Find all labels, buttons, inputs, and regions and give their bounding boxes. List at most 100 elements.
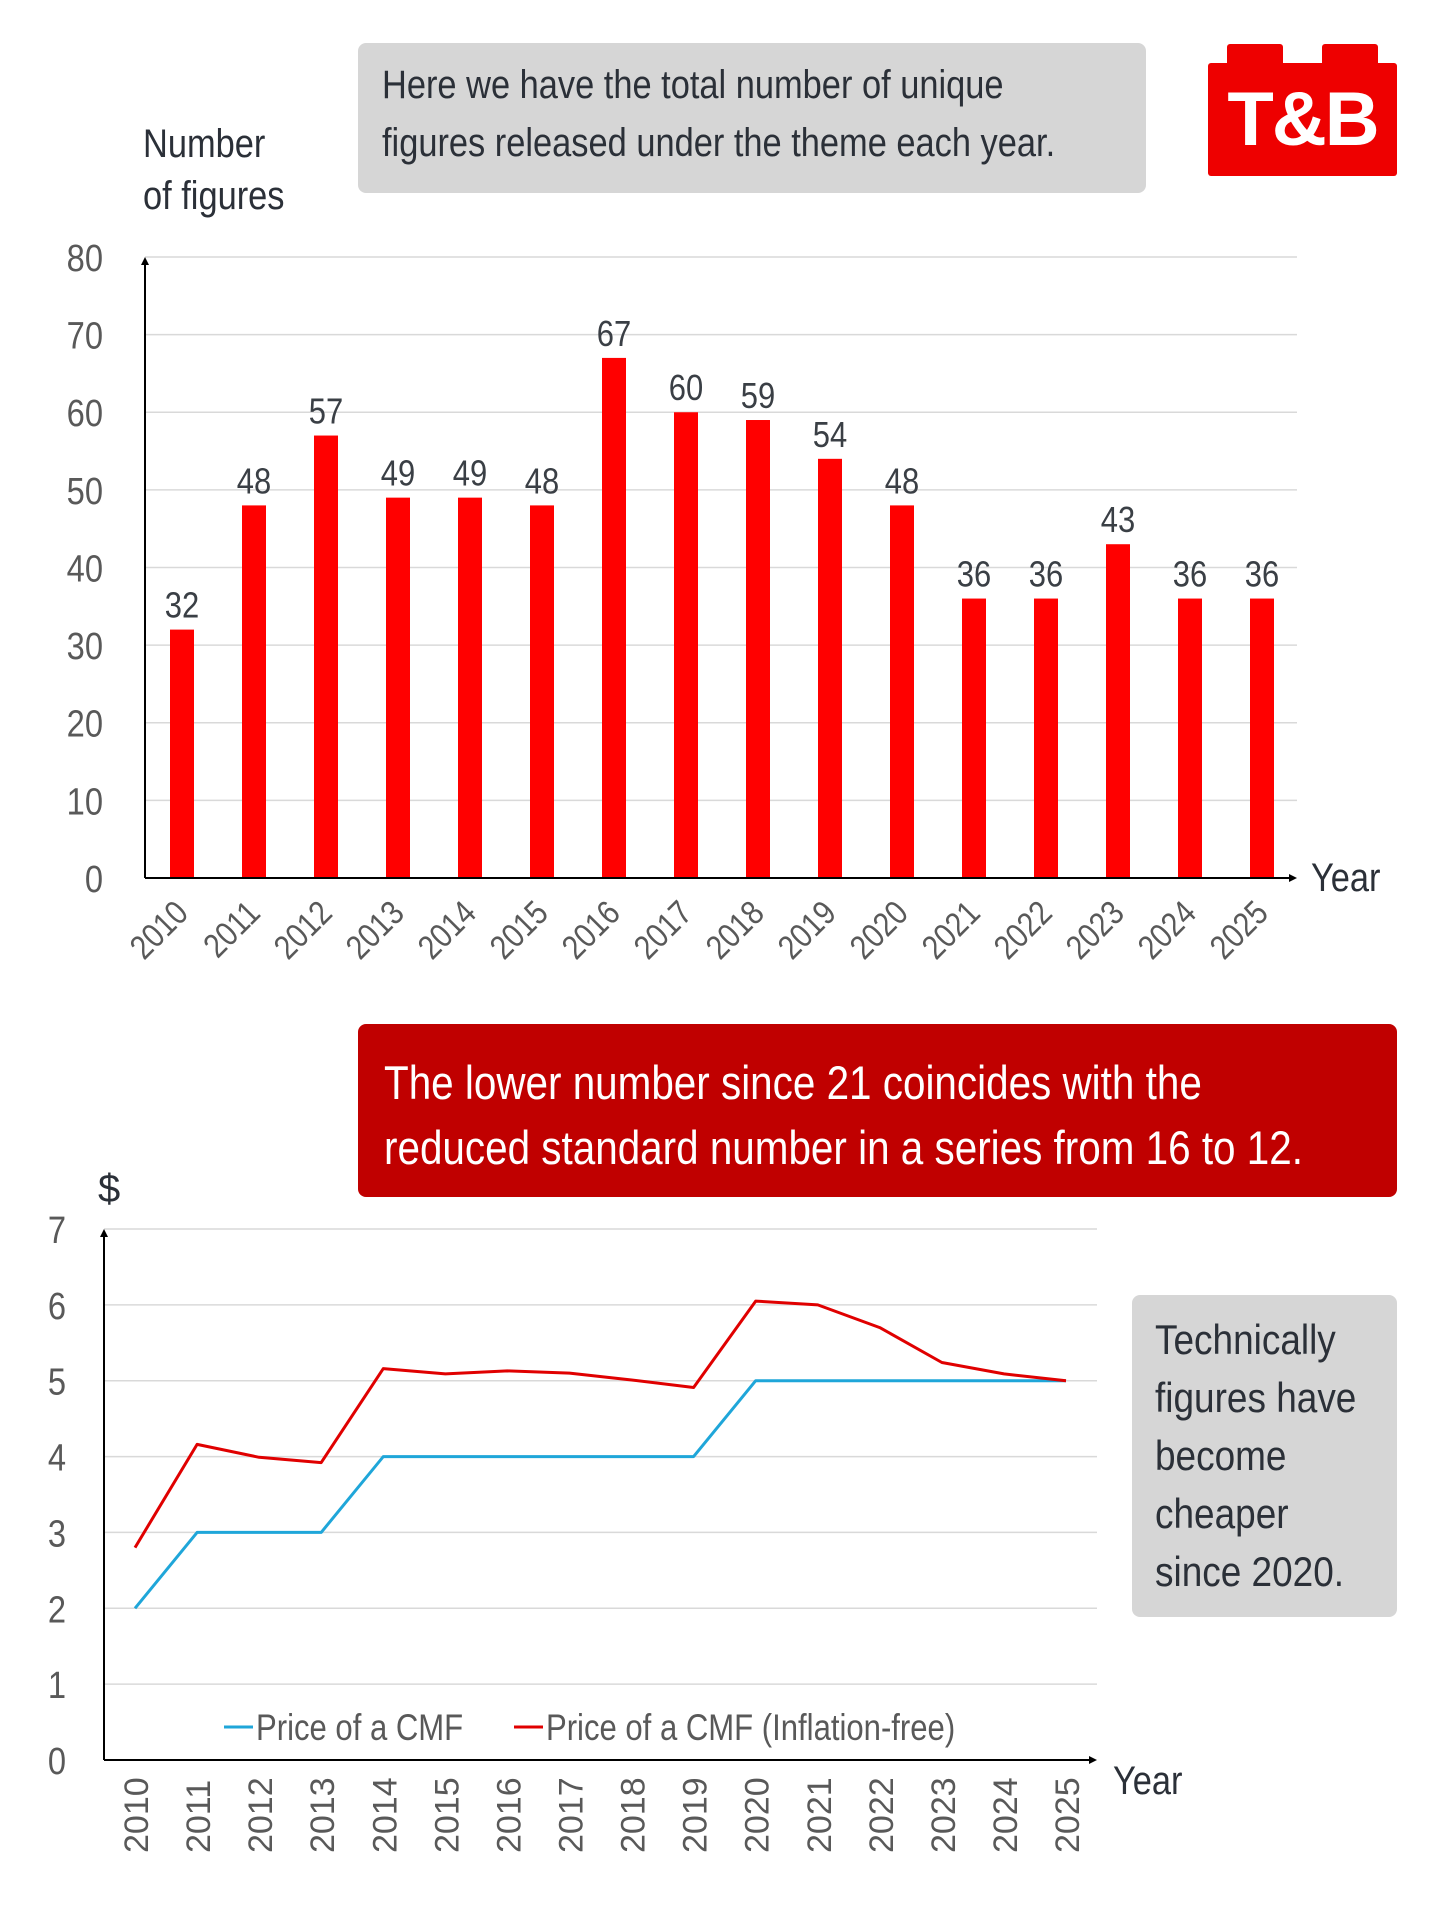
bar (530, 505, 554, 878)
x-tick-label: 2011 (180, 1780, 218, 1853)
bar (674, 412, 698, 878)
y-tick-label: 30 (67, 625, 103, 668)
bar-value-label: 36 (1245, 555, 1279, 595)
side-callout-line-4: cheaper (1155, 1490, 1289, 1537)
y-tick-label: 60 (67, 392, 103, 435)
series-line-inflation-free (133, 1299, 1067, 1549)
y-tick-label: 40 (67, 547, 103, 590)
y-tick-label: 80 (67, 237, 103, 280)
x-tick-label: 2018 (698, 893, 771, 966)
x-axis-arrow-icon (1089, 1756, 1097, 1764)
x-tick-label: 2017 (552, 1777, 590, 1853)
line-chart-x-label: Year (1113, 1758, 1182, 1803)
y-tick-label: 4 (48, 1436, 66, 1479)
side-callout: Technically figures have become cheaper … (1132, 1295, 1397, 1617)
y-tick-label: 7 (48, 1209, 66, 1252)
y-tick-label: 70 (67, 314, 103, 357)
bar (314, 435, 338, 878)
bar (962, 598, 986, 878)
logo-text: T&B (1227, 77, 1379, 162)
bar-chart-axes (141, 257, 1297, 882)
top-callout-line-1: Here we have the total number of unique (382, 63, 1004, 107)
bar (1178, 598, 1202, 878)
bar-value-label: 57 (309, 392, 343, 432)
x-tick-label: 2010 (118, 1777, 156, 1853)
bar-chart-bars (170, 357, 1274, 879)
bar (602, 357, 626, 879)
bar-value-label: 49 (453, 455, 487, 495)
logo-stud-left (1227, 44, 1283, 66)
bar-chart-y-label-line-1: Number (143, 122, 266, 166)
bar (746, 420, 770, 878)
y-tick-label: 5 (48, 1360, 66, 1403)
x-tick-label: 2013 (304, 1777, 342, 1853)
bar-chart-y-ticks: 0 10 20 30 40 50 60 70 80 (67, 237, 103, 901)
bar-chart-x-ticks: 2010 201120122013201420152016201720182019… (122, 893, 1275, 966)
x-tick-label: 2010 (122, 893, 195, 966)
bar (818, 458, 842, 878)
x-tick-label: 2019 (677, 1777, 715, 1853)
x-tick-label: 2022 (986, 893, 1059, 966)
y-axis-arrow-icon (141, 257, 149, 265)
y-tick-label: 1 (48, 1664, 66, 1707)
x-tick-label: 2016 (554, 893, 627, 966)
bar-value-label: 60 (669, 369, 703, 409)
line-chart-series (133, 1299, 1067, 1610)
line-chart-legend: Price of a CMF Price of a CMF (Inflation… (224, 1708, 955, 1749)
bar (458, 497, 482, 878)
x-tick-label: 2013 (338, 893, 411, 966)
series-line-price (133, 1379, 1066, 1610)
x-tick-label: 2023 (1058, 893, 1131, 966)
x-tick-label: 2020 (739, 1777, 777, 1853)
bar-chart-y-label-line-2: of figures (143, 174, 285, 218)
x-axis-arrow-icon (1289, 874, 1297, 882)
logo-brick (1208, 63, 1397, 176)
bar (1106, 544, 1130, 878)
bar-value-label: 67 (597, 315, 631, 355)
line-chart-y-ticks: 0 1 2 3 4 5 6 7 (48, 1209, 66, 1783)
bar-value-label: 43 (1101, 501, 1135, 541)
y-axis-arrow-icon (100, 1229, 108, 1237)
x-tick-label: 2012 (266, 893, 339, 966)
x-tick-label: 2017 (626, 893, 699, 966)
bar-value-label: 54 (813, 416, 847, 456)
bar-value-label: 49 (381, 455, 415, 495)
y-tick-label: 0 (85, 858, 103, 901)
x-tick-label: 2011 (196, 893, 268, 965)
y-tick-label: 10 (67, 780, 103, 823)
side-callout-line-5: since 2020. (1155, 1548, 1345, 1595)
middle-callout-line-2: reduced standard number in a series from… (384, 1121, 1303, 1174)
x-tick-label: 2015 (428, 1777, 466, 1853)
x-tick-label: 2021 (914, 893, 987, 966)
y-tick-label: 0 (48, 1740, 66, 1783)
x-tick-label: 2022 (863, 1777, 901, 1853)
line-chart-y-label: $ (98, 1167, 120, 1211)
middle-callout: The lower number since 21 coincides with… (358, 1024, 1397, 1197)
bar-value-label: 32 (165, 587, 199, 627)
bar-value-label: 36 (1173, 555, 1207, 595)
bar (890, 505, 914, 878)
bar-value-label: 48 (885, 462, 919, 502)
bar (1250, 598, 1274, 878)
y-tick-label: 3 (48, 1512, 66, 1555)
x-tick-label: 2018 (615, 1777, 653, 1853)
bar-value-label: 48 (237, 462, 271, 502)
logo-stud-right (1322, 44, 1378, 66)
top-callout: Here we have the total number of unique … (358, 43, 1146, 193)
x-tick-label: 2019 (770, 893, 843, 966)
bar-chart-x-label: Year (1311, 855, 1380, 900)
side-callout-line-2: figures have (1155, 1374, 1357, 1421)
y-tick-label: 2 (48, 1588, 66, 1631)
x-tick-label: 2012 (242, 1777, 280, 1853)
bar (242, 505, 266, 878)
line-chart-gridlines (104, 1228, 1097, 1685)
x-tick-label: 2016 (490, 1777, 528, 1853)
x-tick-label: 2025 (1049, 1777, 1087, 1853)
bar-value-label: 48 (525, 462, 559, 502)
y-tick-label: 20 (67, 702, 103, 745)
x-tick-label: 2015 (482, 893, 555, 966)
bar (386, 497, 410, 878)
bar-chart: 0 10 20 30 40 50 60 70 80 32 48 57 49 49 48 67 60 59 54 48… (67, 237, 1381, 967)
y-tick-label: 6 (48, 1285, 66, 1328)
x-tick-label: 2024 (1130, 893, 1203, 966)
